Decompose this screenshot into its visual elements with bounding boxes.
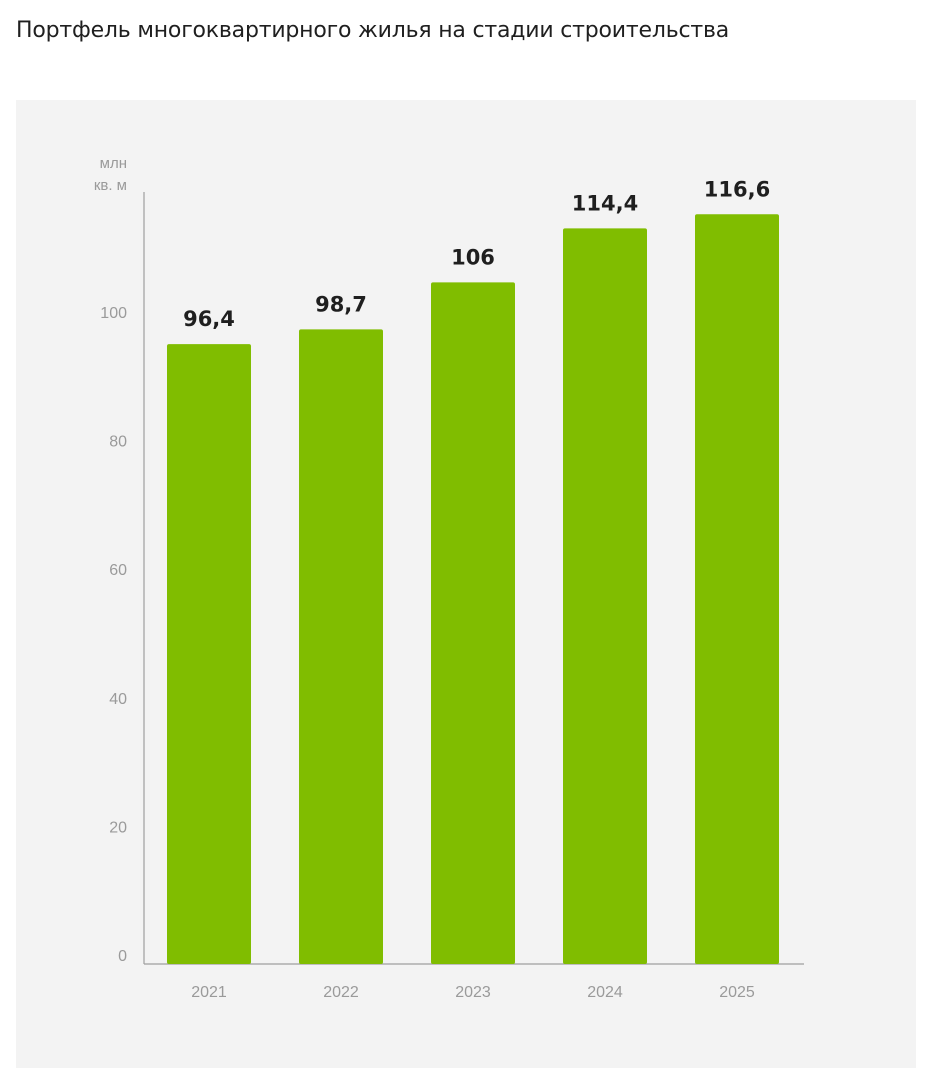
bars-group: 96,4 2021 98,7 2022 106 2023 114,4 2024 116,6 202… xyxy=(167,177,779,1001)
data-label-2024: 114,4 xyxy=(572,191,638,215)
data-label-2025: 116,6 xyxy=(704,177,770,201)
y-axis-unit-line1: млн xyxy=(100,155,127,172)
data-label-2023: 106 xyxy=(451,245,495,269)
y-tick-label: 0 xyxy=(118,948,127,965)
bar-2024 xyxy=(563,228,647,964)
y-axis-unit-line2: кв. м xyxy=(94,177,127,194)
data-label-2021: 96,4 xyxy=(183,307,235,331)
y-tick-label: 40 xyxy=(109,691,127,708)
x-tick-label-2023: 2023 xyxy=(455,984,491,1001)
x-tick-label-2022: 2022 xyxy=(323,984,359,1001)
bar-2023 xyxy=(431,282,515,964)
chart-panel: млн кв. м 0 20 40 60 80 100 96,4 2021 98,7 2022 1… xyxy=(16,100,916,1068)
bar-2022 xyxy=(299,329,383,964)
x-tick-label-2024: 2024 xyxy=(587,984,623,1001)
y-tick-label: 80 xyxy=(109,434,127,451)
bar-2021 xyxy=(167,344,251,964)
x-tick-label-2021: 2021 xyxy=(191,984,227,1001)
data-label-2022: 98,7 xyxy=(315,292,367,316)
x-tick-label-2025: 2025 xyxy=(719,984,755,1001)
y-tick-label: 20 xyxy=(109,819,127,836)
bar-chart: млн кв. м 0 20 40 60 80 100 96,4 2021 98,7 2022 1… xyxy=(94,155,804,1001)
y-tick-label: 100 xyxy=(100,305,127,322)
y-tick-label: 60 xyxy=(109,562,127,579)
y-axis-ticks: 0 20 40 60 80 100 xyxy=(100,305,127,965)
bar-2025 xyxy=(695,214,779,965)
page-title: Портфель многоквартирного жилья на стади… xyxy=(16,18,730,43)
